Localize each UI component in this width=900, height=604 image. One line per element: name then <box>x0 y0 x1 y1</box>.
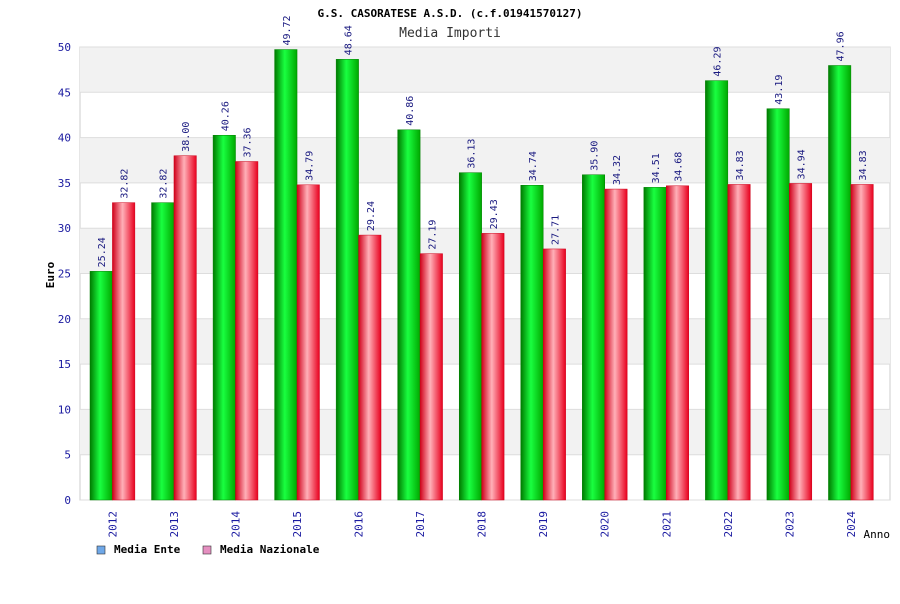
bar-media-ente-2022 <box>705 80 729 501</box>
bar-value-label: 32.82 <box>159 169 170 199</box>
bar-media-ente-2024 <box>828 65 852 501</box>
bar-media-ente-2014 <box>212 134 236 501</box>
bar-value-label: 34.79 <box>304 151 315 181</box>
bar-media-ente-2015 <box>274 49 298 501</box>
legend-label-media-nazionale: Media Nazionale <box>220 543 320 556</box>
x-tick-label-2023: 2023 <box>783 511 796 538</box>
bar-media-ente-2023 <box>766 108 790 501</box>
bar-value-label: 34.83 <box>858 150 869 180</box>
bar-value-label: 29.24 <box>366 201 377 231</box>
bar-value-label: 27.71 <box>550 215 561 245</box>
legend-swatch-media-nazionale <box>202 545 212 555</box>
bar-value-label: 48.64 <box>343 25 354 55</box>
bar-value-label: 47.96 <box>836 31 847 61</box>
bar-value-label: 34.51 <box>651 153 662 183</box>
x-tick-label-2015: 2015 <box>291 511 304 538</box>
bar-value-label: 27.19 <box>427 220 438 250</box>
bar-value-label: 34.83 <box>735 150 746 180</box>
y-axis-label: Euro <box>44 261 57 288</box>
x-axis-ticks: 2012 2013 2014 2015 2016 2017 2018 2019 2020 2021… <box>106 511 857 538</box>
y-axis-ticks: 0 5 10 15 20 25 30 35 40 45 50 <box>58 41 71 507</box>
bar-media-nazionale-2015 <box>296 184 320 501</box>
bar-value-label: 36.13 <box>466 139 477 169</box>
bar-media-nazionale-2020 <box>604 188 628 501</box>
bar-value-label: 25.24 <box>97 237 108 267</box>
bar-media-ente-2016 <box>335 59 359 501</box>
bar-value-label: 35.90 <box>590 141 601 171</box>
bar-media-nazionale-2014 <box>235 161 259 501</box>
bar-value-label: 34.68 <box>673 152 684 182</box>
bar-media-nazionale-2024 <box>850 184 874 501</box>
x-tick-label-2021: 2021 <box>660 511 673 538</box>
chart-subtitle: Media Importi <box>399 26 501 41</box>
bar-media-nazionale-2023 <box>789 183 813 501</box>
bar-media-ente-2021 <box>643 187 667 501</box>
bar-media-nazionale-2022 <box>727 184 751 501</box>
x-tick-label-2024: 2024 <box>845 511 858 538</box>
y-tick-label: 40 <box>58 132 71 145</box>
bar-value-label: 37.36 <box>243 127 254 157</box>
chart-title: G.S. CASORATESE A.S.D. (c.f.01941570127) <box>318 7 583 20</box>
x-tick-label-2018: 2018 <box>476 511 489 538</box>
x-tick-label-2017: 2017 <box>414 511 427 538</box>
bar-value-label: 38.00 <box>181 122 192 152</box>
y-tick-label: 15 <box>58 358 71 371</box>
bar-media-ente-2012 <box>89 271 113 501</box>
bar-value-label: 40.26 <box>220 101 231 131</box>
bar-value-labels: 25.24 32.82 32.82 38.00 40.26 37.36 49.72 34.79… <box>97 15 869 267</box>
bar-value-label: 40.86 <box>405 96 416 126</box>
x-tick-label-2012: 2012 <box>106 511 119 538</box>
x-tick-label-2019: 2019 <box>537 511 550 538</box>
bar-media-ente-2013 <box>151 202 175 501</box>
bar-value-label: 34.74 <box>528 151 539 181</box>
bar-media-nazionale-2021 <box>666 185 689 501</box>
bar-value-label: 32.82 <box>120 169 131 199</box>
bar-media-nazionale-2012 <box>112 202 136 501</box>
y-tick-label: 45 <box>58 86 71 99</box>
x-tick-label-2022: 2022 <box>722 511 735 538</box>
bar-media-nazionale-2018 <box>481 233 505 501</box>
bar-media-nazionale-2013 <box>173 155 197 501</box>
bar-media-ente-2019 <box>520 185 544 501</box>
x-tick-label-2014: 2014 <box>230 511 243 538</box>
grid-band <box>80 47 890 93</box>
x-tick-label-2020: 2020 <box>599 511 612 538</box>
bar-media-ente-2020 <box>582 174 605 501</box>
y-tick-label: 0 <box>64 494 71 507</box>
y-tick-label: 25 <box>58 268 71 281</box>
legend-label-media-ente: Media Ente <box>114 543 181 556</box>
y-tick-label: 20 <box>58 313 71 326</box>
y-tick-label: 10 <box>58 403 71 416</box>
x-axis-label: Anno <box>864 528 891 541</box>
x-tick-label-2013: 2013 <box>168 511 181 538</box>
bar-media-nazionale-2016 <box>358 234 382 501</box>
bar-value-label: 34.32 <box>612 155 623 185</box>
bar-media-nazionale-2019 <box>542 248 566 501</box>
bar-media-ente-2017 <box>397 129 421 501</box>
y-tick-label: 5 <box>64 449 71 462</box>
x-tick-label-2016: 2016 <box>353 511 366 538</box>
bar-value-label: 49.72 <box>282 15 293 45</box>
legend-swatch-media-ente <box>96 545 106 555</box>
bars <box>89 49 874 501</box>
y-tick-label: 30 <box>58 222 71 235</box>
legend: Media Ente Media Nazionale <box>96 543 320 556</box>
bar-media-ente-2018 <box>458 172 482 501</box>
bar-value-label: 29.43 <box>489 199 500 229</box>
bar-media-nazionale-2017 <box>419 253 443 501</box>
bar-value-label: 46.29 <box>713 47 724 77</box>
bar-value-label: 43.19 <box>774 75 785 105</box>
y-tick-label: 50 <box>58 41 71 54</box>
bar-value-label: 34.94 <box>797 149 808 179</box>
y-tick-label: 35 <box>58 177 71 190</box>
